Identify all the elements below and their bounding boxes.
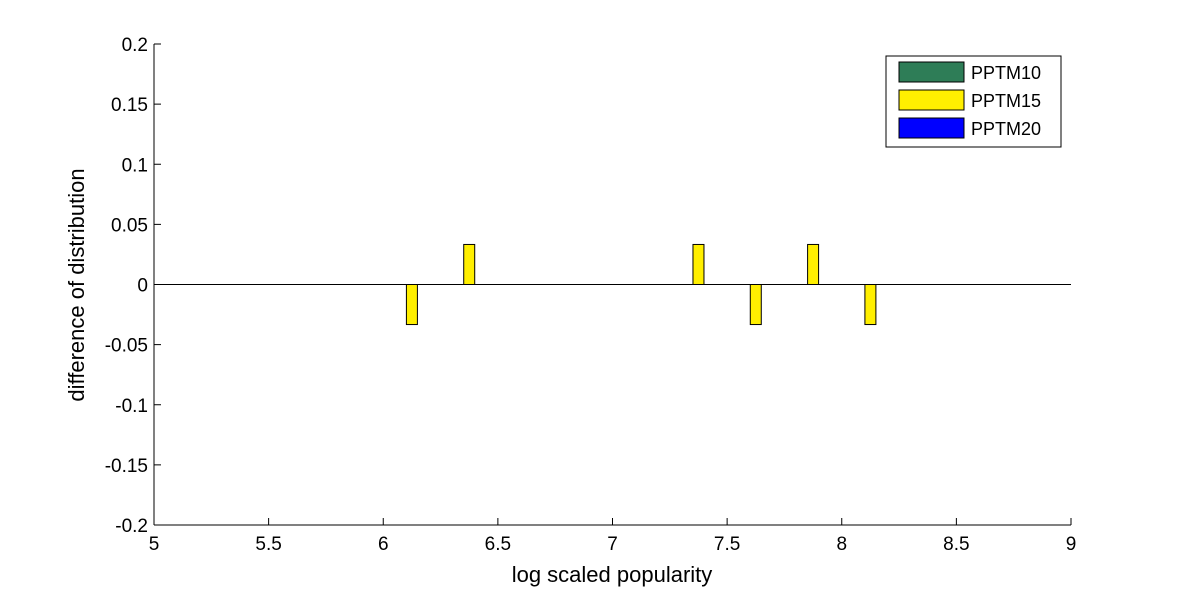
legend-swatch-pptm10 <box>898 61 965 83</box>
bars <box>405 243 877 326</box>
bar-pptm15-0 <box>405 284 418 326</box>
axes: 5 5.5 6 6.5 7 7.5 8 8.5 9 0.2 0.15 0.1 0.05 0 -0.05 -0.… <box>105 35 1077 555</box>
x-axis-label: log scaled popularity <box>512 562 713 587</box>
x-tick-label: 8.5 <box>943 534 969 555</box>
y-tick-label: -0.1 <box>115 396 148 417</box>
legend-label-pptm20: PPTM20 <box>971 119 1041 139</box>
bar-pptm15-4 <box>807 243 820 286</box>
legend-label-pptm15: PPTM15 <box>971 91 1041 111</box>
legend-swatch-pptm15 <box>898 89 965 111</box>
y-tick-label: -0.2 <box>115 516 148 537</box>
legend: PPTM10 PPTM15 PPTM20 <box>885 55 1062 148</box>
x-tick-label: 7 <box>607 534 618 555</box>
y-tick-label: 0 <box>137 276 148 297</box>
bar-pptm15-2 <box>692 243 705 286</box>
bar-pptm15-3 <box>749 284 762 326</box>
y-tick-label: -0.15 <box>105 456 148 477</box>
x-tick-label: 9 <box>1066 534 1077 555</box>
bar-pptm15-1 <box>463 243 476 286</box>
y-tick-label: 0.15 <box>111 95 148 116</box>
y-tick-label: -0.05 <box>105 336 148 357</box>
y-tick-label: 0.2 <box>122 35 148 56</box>
y-tick-label: 0.05 <box>111 215 148 236</box>
y-axis-label: difference of distribution <box>64 168 89 401</box>
bar-pptm15-5 <box>864 284 877 326</box>
x-tick-label: 7.5 <box>714 534 740 555</box>
y-tick-label: 0.1 <box>122 155 148 176</box>
x-tick-label: 6 <box>378 534 389 555</box>
legend-label-pptm10: PPTM10 <box>971 63 1041 83</box>
x-tick-label: 6.5 <box>485 534 511 555</box>
x-tick-label: 5.5 <box>255 534 281 555</box>
x-tick-label: 8 <box>836 534 847 555</box>
legend-swatch-pptm20 <box>898 117 965 139</box>
x-tick-label: 5 <box>149 534 160 555</box>
